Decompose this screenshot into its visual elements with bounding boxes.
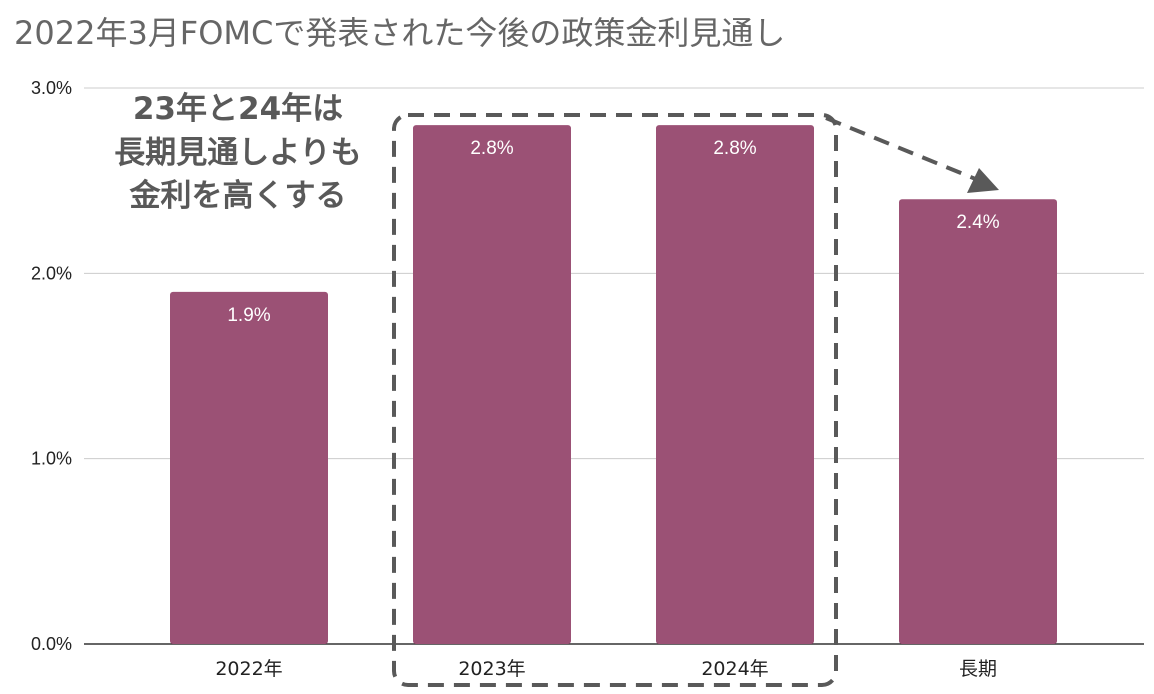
chart-title: 2022年3月FOMCで発表された今後の政策金利見通し	[14, 14, 786, 52]
y-tick-label: 0.0%	[31, 634, 72, 654]
annotation-line: 23年と24年は	[133, 91, 343, 127]
data-labels: 1.9% 2.8% 2.8% 2.4%	[227, 138, 999, 326]
bar	[656, 125, 814, 645]
data-label: 2.8%	[713, 138, 756, 159]
category-label: 長期	[959, 658, 997, 680]
data-label: 1.9%	[227, 305, 270, 326]
annotation-line: 金利を高くする	[129, 178, 347, 214]
y-axis-tick-labels: 0.0% 1.0% 2.0% 3.0%	[31, 78, 72, 654]
category-label: 2024年	[701, 658, 768, 680]
annotation-line: 長期見通しよりも	[114, 135, 361, 171]
data-label: 2.4%	[956, 212, 999, 233]
data-label: 2.8%	[470, 138, 513, 159]
category-label: 2023年	[458, 658, 525, 680]
y-tick-label: 3.0%	[31, 78, 72, 98]
bar	[413, 125, 571, 645]
bars	[170, 125, 1057, 645]
annotation-arrow-line	[825, 116, 979, 182]
category-label: 2022年	[215, 658, 282, 680]
bar	[899, 199, 1057, 644]
y-tick-label: 2.0%	[31, 263, 72, 283]
bar	[170, 291, 328, 644]
highlight-box	[392, 113, 838, 687]
annotation-arrow-head	[967, 168, 999, 193]
y-tick-label: 1.0%	[31, 449, 72, 469]
category-labels: 2022年 2023年 2024年 長期	[215, 658, 997, 680]
